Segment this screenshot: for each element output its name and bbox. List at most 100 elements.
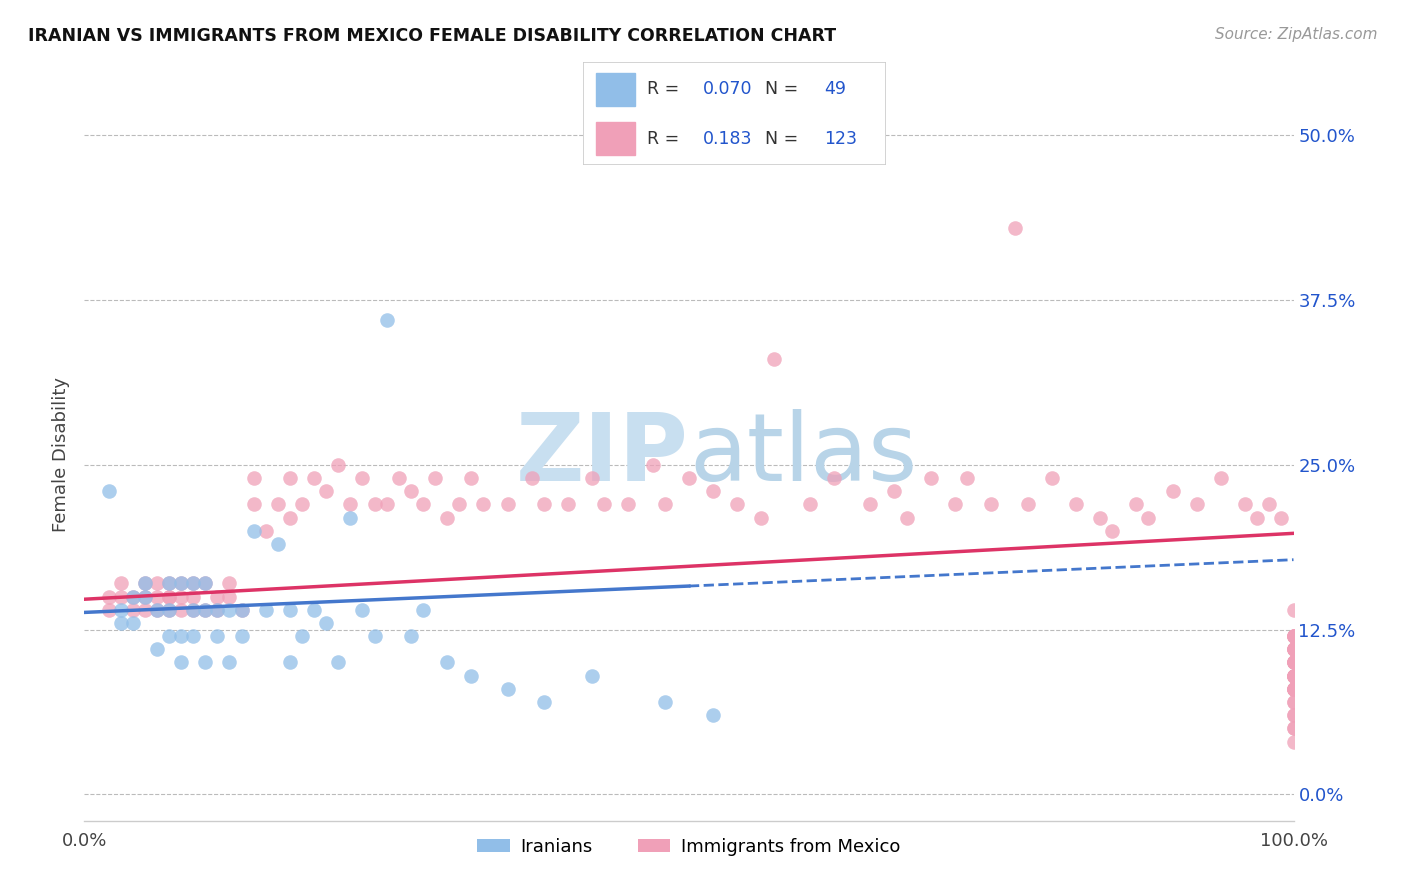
Point (1282, 656, 1305, 670)
Point (218, 656, 240, 670)
Text: N =: N = (765, 130, 804, 148)
Point (157, 603, 180, 617)
Point (1282, 642, 1305, 657)
Point (170, 576, 193, 591)
Text: IRANIAN VS IMMIGRANTS FROM MEXICO FEMALE DISABILITY CORRELATION CHART: IRANIAN VS IMMIGRANTS FROM MEXICO FEMALE… (28, 27, 837, 45)
Point (218, 576, 240, 591)
Bar (596, 73, 636, 105)
Point (302, 603, 325, 617)
Point (1282, 734, 1305, 748)
Point (799, 497, 821, 511)
Point (231, 629, 253, 643)
Point (207, 590, 229, 604)
Point (254, 603, 277, 617)
Point (181, 576, 204, 591)
Point (1282, 629, 1305, 643)
Point (581, 471, 603, 485)
Point (1282, 642, 1305, 657)
Point (181, 603, 204, 617)
Point (134, 603, 156, 617)
Point (134, 590, 156, 604)
FancyBboxPatch shape (583, 62, 886, 165)
Point (157, 576, 180, 591)
Point (242, 524, 264, 538)
Point (496, 681, 519, 696)
Point (1282, 695, 1305, 709)
Point (375, 313, 398, 327)
Point (1088, 510, 1111, 524)
Point (533, 695, 555, 709)
Point (472, 497, 495, 511)
Point (1282, 642, 1305, 657)
Point (859, 497, 882, 511)
Point (1282, 681, 1305, 696)
Point (1282, 603, 1305, 617)
Point (1282, 629, 1305, 643)
Point (533, 497, 555, 511)
Point (146, 576, 169, 591)
Point (1258, 497, 1281, 511)
Point (194, 576, 217, 591)
Point (1282, 668, 1305, 682)
Point (412, 603, 434, 617)
Point (520, 471, 543, 485)
Point (436, 656, 458, 670)
Point (1282, 695, 1305, 709)
Text: N =: N = (765, 79, 804, 97)
Point (1282, 642, 1305, 657)
Point (157, 603, 180, 617)
Point (218, 590, 240, 604)
Point (170, 656, 193, 670)
Point (1282, 668, 1305, 682)
Point (423, 471, 446, 485)
Point (352, 603, 374, 617)
Point (1282, 668, 1305, 682)
Point (267, 537, 290, 551)
Point (328, 458, 350, 472)
Point (1270, 510, 1292, 524)
Point (121, 590, 143, 604)
Point (654, 497, 676, 511)
Point (641, 458, 664, 472)
Text: 49: 49 (824, 79, 846, 97)
Point (146, 642, 169, 657)
Point (207, 603, 229, 617)
Point (278, 603, 301, 617)
Text: 123: 123 (824, 130, 856, 148)
Point (1282, 656, 1305, 670)
Point (291, 497, 314, 511)
Point (496, 497, 519, 511)
Point (557, 497, 579, 511)
Text: R =: R = (647, 130, 690, 148)
Point (231, 603, 253, 617)
Point (97, 603, 120, 617)
Point (267, 497, 290, 511)
Text: Source: ZipAtlas.com: Source: ZipAtlas.com (1215, 27, 1378, 42)
Point (762, 352, 785, 367)
Point (883, 484, 905, 499)
Point (278, 510, 301, 524)
Point (702, 484, 724, 499)
Point (1246, 510, 1268, 524)
Text: ZIP: ZIP (516, 409, 689, 501)
Point (134, 590, 156, 604)
Point (1040, 471, 1063, 485)
Point (1282, 656, 1305, 670)
Point (1282, 656, 1305, 670)
Point (181, 629, 204, 643)
Point (207, 629, 229, 643)
Point (110, 576, 132, 591)
Point (231, 603, 253, 617)
Point (363, 497, 385, 511)
Point (121, 590, 143, 604)
Point (157, 590, 180, 604)
Point (1017, 497, 1039, 511)
Point (278, 471, 301, 485)
Point (1282, 681, 1305, 696)
Point (134, 576, 156, 591)
Point (399, 629, 422, 643)
Point (1282, 629, 1305, 643)
Point (1209, 471, 1232, 485)
Point (654, 695, 676, 709)
Point (702, 708, 724, 723)
